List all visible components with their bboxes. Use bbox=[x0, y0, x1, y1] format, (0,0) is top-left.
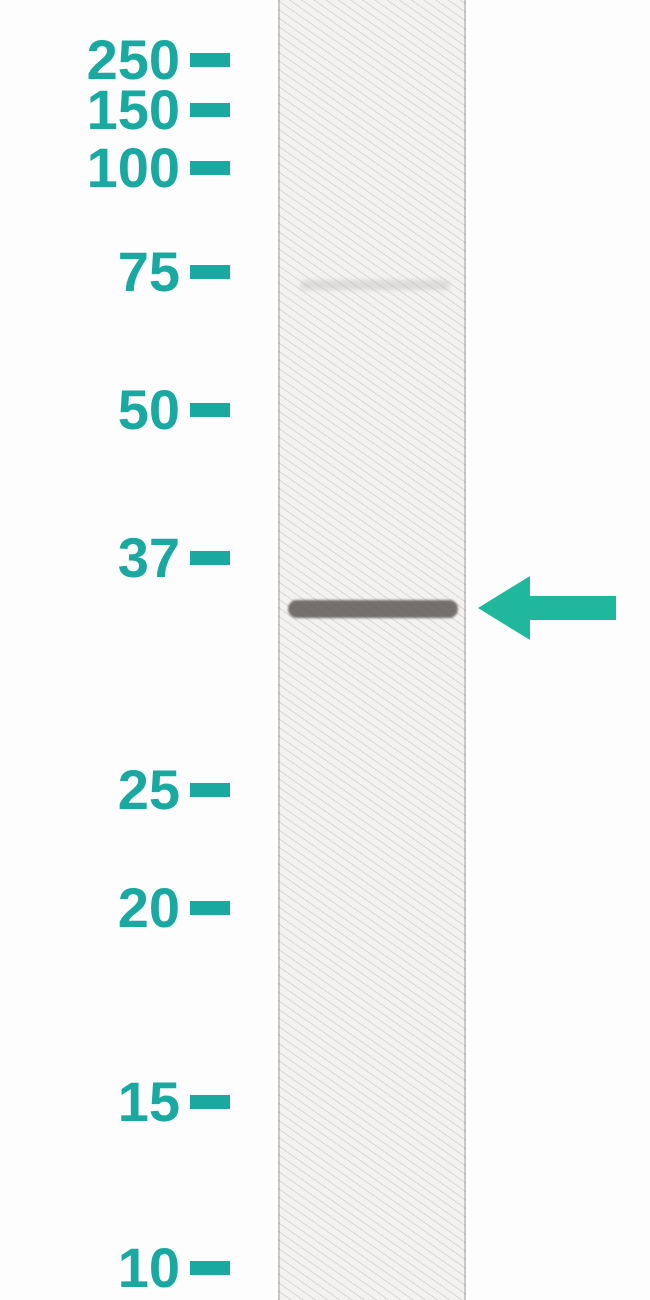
mw-marker-label: 15 bbox=[0, 1074, 180, 1130]
mw-marker-dash bbox=[190, 551, 230, 565]
mw-marker-dash bbox=[190, 783, 230, 797]
mw-marker-label: 37 bbox=[0, 530, 180, 586]
arrow-head-icon bbox=[478, 576, 530, 640]
mw-marker-100: 100 bbox=[0, 140, 230, 196]
band-pointer-arrow bbox=[478, 576, 616, 640]
mw-marker-dash bbox=[190, 1095, 230, 1109]
blot-lane bbox=[278, 0, 466, 1300]
mw-marker-dash bbox=[190, 1261, 230, 1275]
mw-marker-50: 50 bbox=[0, 382, 230, 438]
target-band bbox=[288, 600, 458, 618]
mw-marker-label: 10 bbox=[0, 1240, 180, 1296]
mw-marker-20: 20 bbox=[0, 880, 230, 936]
mw-marker-25: 25 bbox=[0, 762, 230, 818]
western-blot-figure: 25015010075503725201510 bbox=[0, 0, 650, 1300]
mw-marker-label: 75 bbox=[0, 244, 180, 300]
mw-marker-dash bbox=[190, 901, 230, 915]
mw-marker-label: 100 bbox=[0, 140, 180, 196]
mw-marker-75: 75 bbox=[0, 244, 230, 300]
mw-marker-label: 25 bbox=[0, 762, 180, 818]
mw-marker-label: 150 bbox=[0, 82, 180, 138]
mw-marker-dash bbox=[190, 265, 230, 279]
mw-marker-dash bbox=[190, 103, 230, 117]
mw-marker-label: 50 bbox=[0, 382, 180, 438]
mw-marker-label: 20 bbox=[0, 880, 180, 936]
arrow-shaft bbox=[530, 596, 616, 620]
mw-marker-dash bbox=[190, 403, 230, 417]
mw-marker-dash bbox=[190, 161, 230, 175]
mw-marker-dash bbox=[190, 53, 230, 67]
mw-marker-150: 150 bbox=[0, 82, 230, 138]
faint-band-75 bbox=[300, 280, 450, 290]
mw-marker-37: 37 bbox=[0, 530, 230, 586]
mw-marker-15: 15 bbox=[0, 1074, 230, 1130]
mw-marker-10: 10 bbox=[0, 1240, 230, 1296]
